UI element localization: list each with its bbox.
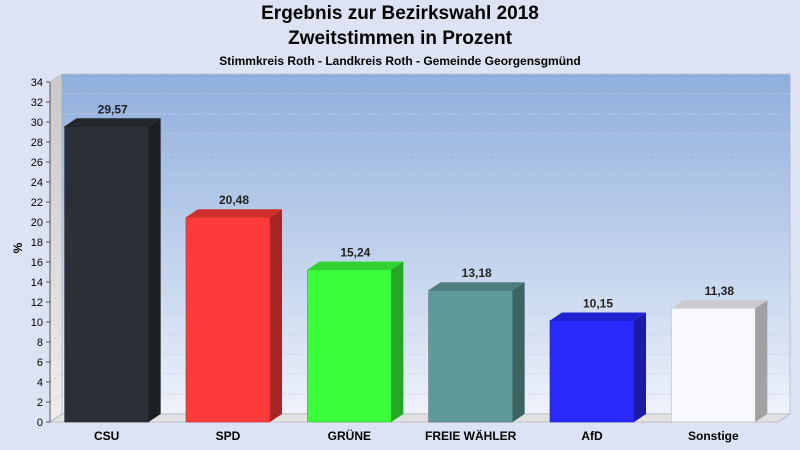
- chart-title: Ergebnis zur Bezirkswahl 2018: [261, 3, 539, 24]
- plot-left-wall: [49, 73, 63, 423]
- bar-top: [64, 118, 161, 127]
- data-label: 10,15: [583, 297, 613, 311]
- bar-front: [671, 307, 756, 423]
- bar-side: [391, 261, 404, 422]
- bar-front: [428, 289, 513, 423]
- x-tick-label: SPD: [216, 429, 241, 443]
- y-tick-label: 16: [31, 257, 43, 269]
- y-tick-label: 4: [37, 377, 43, 389]
- bar: [307, 261, 404, 423]
- bar-top: [671, 300, 768, 309]
- bar-top: [428, 282, 525, 291]
- chart-caption: Stimmkreis Roth - Landkreis Roth - Gemei…: [219, 54, 581, 68]
- y-tick-label: 18: [31, 237, 43, 249]
- data-label: 15,24: [340, 246, 370, 260]
- bar-front: [64, 126, 149, 423]
- bar-front: [307, 269, 392, 423]
- data-label: 29,57: [98, 102, 128, 116]
- y-tick-label: 26: [31, 157, 43, 169]
- y-axis-label: %: [11, 242, 25, 253]
- bar-side: [270, 209, 282, 422]
- y-tick-label: 34: [31, 77, 43, 89]
- y-tick-label: 24: [31, 177, 43, 189]
- x-tick-label: CSU: [94, 429, 119, 443]
- y-tick-label: 32: [31, 97, 43, 109]
- bar-top: [307, 261, 404, 270]
- bar-top: [550, 312, 646, 321]
- data-label: 20,48: [219, 193, 249, 207]
- plot-back-wall: [61, 73, 791, 415]
- bar-front: [549, 320, 635, 423]
- chart-subtitle: Zweitstimmen in Prozent: [288, 28, 512, 49]
- y-tick-label: 0: [37, 417, 43, 429]
- y-tick-label: 6: [37, 357, 43, 369]
- bar-top: [186, 209, 282, 218]
- bar-side: [148, 118, 161, 423]
- bar-front: [185, 216, 271, 423]
- bar: [64, 118, 161, 423]
- bar-side: [634, 312, 646, 422]
- y-tick-label: 30: [31, 117, 43, 129]
- bar: [185, 209, 282, 423]
- y-tick-label: 22: [31, 197, 43, 209]
- bar-side: [755, 300, 768, 422]
- bar: [549, 312, 646, 423]
- data-label: 11,38: [705, 284, 735, 298]
- x-tick-label: GRÜNE: [328, 428, 371, 443]
- x-tick-label: FREIE WÄHLER: [425, 428, 517, 443]
- bar: [671, 300, 768, 423]
- y-tick-label: 8: [37, 337, 43, 349]
- y-tick-label: 28: [31, 137, 43, 149]
- x-tick-label: AfD: [581, 429, 603, 443]
- y-tick-label: 14: [31, 277, 43, 289]
- data-label: 13,18: [462, 266, 492, 280]
- bar: [428, 282, 525, 423]
- y-tick-label: 20: [31, 217, 43, 229]
- x-tick-label: Sonstige: [688, 429, 739, 443]
- y-tick-label: 12: [31, 297, 43, 309]
- y-tick-label: 2: [37, 397, 43, 409]
- bar-side: [512, 282, 525, 422]
- y-tick-label: 10: [31, 317, 43, 329]
